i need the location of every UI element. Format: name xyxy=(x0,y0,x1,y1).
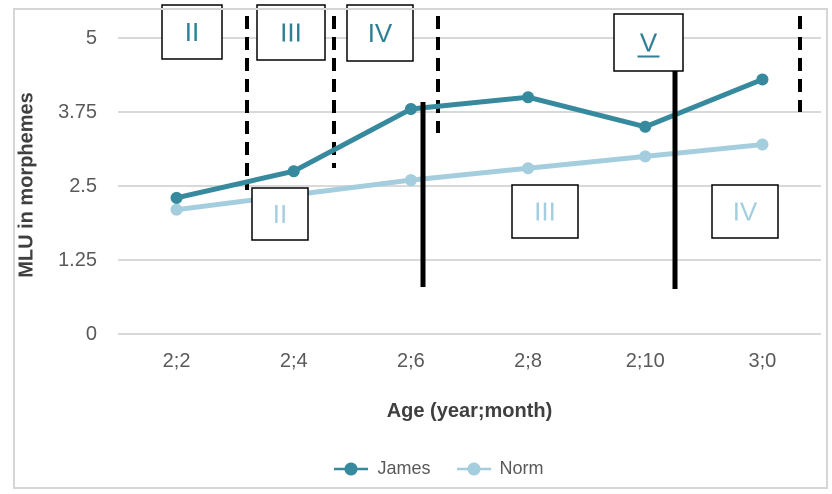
y-axis-title: MLU in morphemes xyxy=(15,92,38,278)
stage-box-james-ii xyxy=(161,4,223,60)
marker-james-3;0 xyxy=(756,73,769,86)
stage-label-norm-iii: III xyxy=(534,197,556,227)
y-tick-label: 5 xyxy=(86,27,97,49)
stage-box-norm-iv xyxy=(711,184,779,239)
marker-james-2;8 xyxy=(522,91,535,104)
stage-box-norm-iii xyxy=(511,184,579,239)
marker-norm-2;8 xyxy=(522,162,535,175)
legend: James Norm xyxy=(23,458,832,479)
series-line-james xyxy=(174,76,765,201)
stage-label-james-iv: IV xyxy=(368,18,393,48)
legend-marker-norm-icon xyxy=(456,462,491,475)
x-tick-label-2;4: 2;4 xyxy=(280,350,308,372)
stage-label-james-iii: III xyxy=(280,18,302,48)
marker-james-2;10 xyxy=(639,120,652,133)
marker-james-2;4 xyxy=(287,165,300,178)
stage-label-james-ii: II xyxy=(185,17,199,47)
stage-box-james-iii xyxy=(256,4,326,61)
marker-james-2;6 xyxy=(404,103,417,116)
x-tick-label-2;2: 2;2 xyxy=(163,350,191,372)
marker-norm-3;0 xyxy=(756,138,769,151)
y-tick-label: 2.5 xyxy=(69,175,97,197)
marker-james-2;2 xyxy=(170,191,183,204)
legend-item-norm: Norm xyxy=(456,458,544,479)
stage-box-james-iv xyxy=(346,4,414,62)
legend-label-james: James xyxy=(377,458,431,478)
marker-norm-2;10 xyxy=(639,150,652,163)
stage-label-james-v: V xyxy=(640,28,658,58)
x-tick-label-2;6: 2;6 xyxy=(397,350,425,372)
y-tick-label: 0 xyxy=(86,323,97,345)
marker-norm-2;6 xyxy=(404,174,417,187)
legend-marker-james-icon xyxy=(334,462,369,475)
marker-norm-2;2 xyxy=(170,203,183,216)
legend-item-james: James xyxy=(334,458,431,479)
x-tick-label-3;0: 3;0 xyxy=(749,350,777,372)
stage-label-norm-iv: IV xyxy=(733,197,758,227)
y-tick-label: 3.75 xyxy=(58,101,97,123)
stage-box-norm-ii xyxy=(251,187,309,241)
stage-label-norm-ii: II xyxy=(273,199,287,229)
x-tick-label-2;8: 2;8 xyxy=(514,350,542,372)
y-tick-label: 1.25 xyxy=(58,249,97,271)
x-axis-title: Age (year;month) xyxy=(386,400,553,422)
x-tick-label-2;10: 2;10 xyxy=(626,350,665,372)
legend-label-norm: Norm xyxy=(499,458,544,478)
stage-box-james-v xyxy=(613,13,684,72)
